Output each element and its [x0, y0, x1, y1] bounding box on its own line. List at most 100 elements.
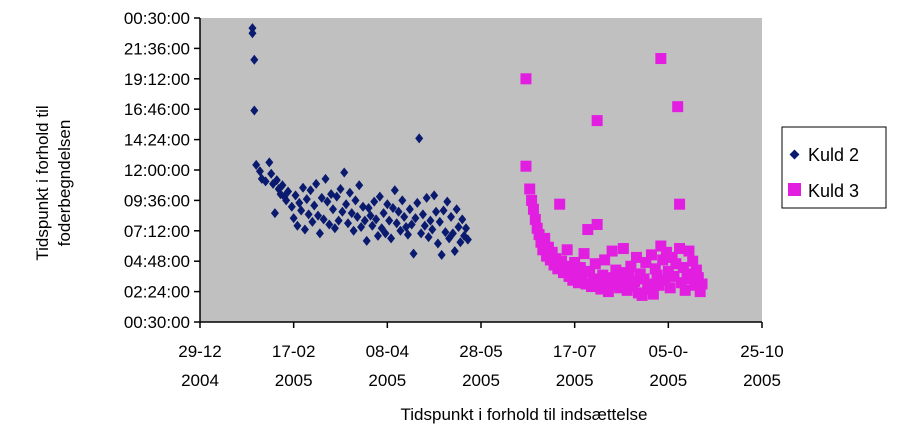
kuld-2-point	[424, 232, 433, 243]
x-tick-label: 05-0-	[648, 342, 688, 361]
kuld-2-point	[428, 224, 437, 235]
y-tick-label: 00:30:00	[124, 313, 190, 332]
kuld-2-point	[381, 228, 390, 239]
kuld-2-point	[343, 218, 352, 229]
kuld-2-point	[379, 208, 388, 219]
y-tick-label: 07:12:00	[124, 222, 190, 241]
kuld-3-point	[599, 254, 611, 266]
kuld-3-point	[580, 278, 592, 290]
kuld-2-point	[248, 28, 257, 39]
kuld-2-point	[252, 159, 261, 170]
kuld-3-point	[623, 270, 635, 282]
kuld-3-point	[531, 222, 543, 234]
kuld-2-point	[293, 220, 302, 231]
kuld-2-point	[398, 195, 407, 206]
kuld-2-point	[321, 173, 330, 184]
kuld-2-point	[387, 233, 396, 244]
kuld-2-point	[270, 208, 279, 219]
y-axis-title: Tidspunkt i forhold til foderbegndelsen	[33, 105, 74, 260]
kuld-3-point	[586, 281, 598, 293]
kuld-2-point	[315, 228, 324, 239]
kuld-3-point	[617, 243, 629, 255]
legend-marker-kuld-2	[789, 149, 800, 160]
kuld-2-point	[422, 192, 431, 203]
y-tick-label: 09:36:00	[124, 191, 190, 210]
y-tick-label: 19:12:00	[124, 70, 190, 89]
kuld-3-point	[660, 246, 672, 258]
kuld-2-point	[458, 214, 467, 225]
kuld-2-point	[297, 205, 306, 216]
kuld-2-point	[439, 205, 448, 216]
kuld-2-point	[415, 133, 424, 144]
kuld-3-series	[520, 53, 708, 301]
kuld-3-point	[554, 198, 566, 210]
kuld-2-point	[368, 220, 377, 231]
kuld-3-point	[587, 273, 599, 285]
kuld-3-point	[595, 283, 607, 295]
kuld-3-point	[616, 267, 627, 279]
kuld-3-point	[574, 262, 586, 274]
kuld-3-point	[569, 256, 581, 268]
kuld-3-point	[571, 268, 583, 280]
y-tick-label: 14:24:00	[124, 131, 190, 150]
kuld-3-point	[655, 53, 667, 65]
kuld-3-point	[559, 260, 571, 272]
y-tick-label: 21:36:00	[124, 39, 190, 58]
kuld-3-point	[591, 115, 603, 127]
kuld-3-point	[674, 198, 686, 210]
kuld-2-point	[454, 222, 463, 232]
kuld-2-point	[248, 23, 257, 34]
kuld-2-point	[388, 203, 397, 213]
kuld-2-point	[329, 204, 338, 215]
kuld-3-point	[636, 289, 648, 301]
kuld-2-point	[355, 180, 364, 191]
kuld-2-point	[456, 237, 465, 248]
kuld-2-point	[357, 222, 366, 232]
kuld-2-point	[375, 191, 384, 202]
kuld-2-point	[278, 180, 287, 191]
kuld-3-point	[606, 245, 618, 257]
x-tick-label: 17-02	[272, 342, 315, 361]
kuld-2-point	[304, 209, 313, 220]
kuld-2-point	[417, 228, 426, 239]
kuld-3-point	[597, 269, 609, 281]
kuld-3-point	[591, 218, 603, 230]
kuld-2-point	[299, 182, 308, 193]
kuld-2-point	[314, 210, 323, 221]
kuld-3-point	[625, 260, 637, 272]
kuld-3-point	[674, 243, 686, 255]
kuld-3-point	[529, 213, 541, 225]
x-tick-label-year: 2005	[462, 371, 500, 390]
x-tick-label-year: 2005	[368, 371, 406, 390]
legend-marker-kuld-3	[788, 183, 801, 196]
kuld-2-point	[317, 192, 326, 203]
kuld-2-point	[420, 220, 429, 231]
kuld-3-point	[565, 264, 577, 276]
kuld-3-point	[526, 194, 538, 206]
kuld-3-point	[689, 279, 701, 291]
kuld-3-point	[670, 258, 682, 270]
kuld-2-point	[407, 219, 416, 230]
kuld-2-point	[284, 186, 293, 197]
x-tick-label: 25-10	[740, 342, 783, 361]
kuld-3-point	[520, 73, 532, 85]
kuld-2-point	[272, 175, 281, 186]
kuld-3-point	[659, 274, 671, 286]
kuld-3-point	[621, 284, 633, 296]
kuld-2-point	[362, 235, 371, 246]
x-tick-label-year: 2004	[181, 371, 219, 390]
y-axis-title-line-2: foderbegndelsen	[55, 120, 74, 247]
kuld-2-point	[295, 197, 304, 208]
x-tick-label: 28-05	[459, 342, 502, 361]
kuld-3-point	[619, 277, 631, 289]
kuld-2-point	[409, 248, 418, 259]
x-tick-label-year: 2005	[556, 371, 594, 390]
kuld-3-point	[651, 269, 663, 281]
kuld-2-point	[385, 215, 394, 226]
kuld-2-point	[418, 209, 427, 220]
kuld-3-point	[539, 232, 551, 244]
kuld-3-point	[552, 263, 564, 275]
kuld-2-point	[432, 206, 441, 217]
kuld-2-point	[265, 157, 274, 168]
x-tick-label: 08-04	[366, 342, 409, 361]
